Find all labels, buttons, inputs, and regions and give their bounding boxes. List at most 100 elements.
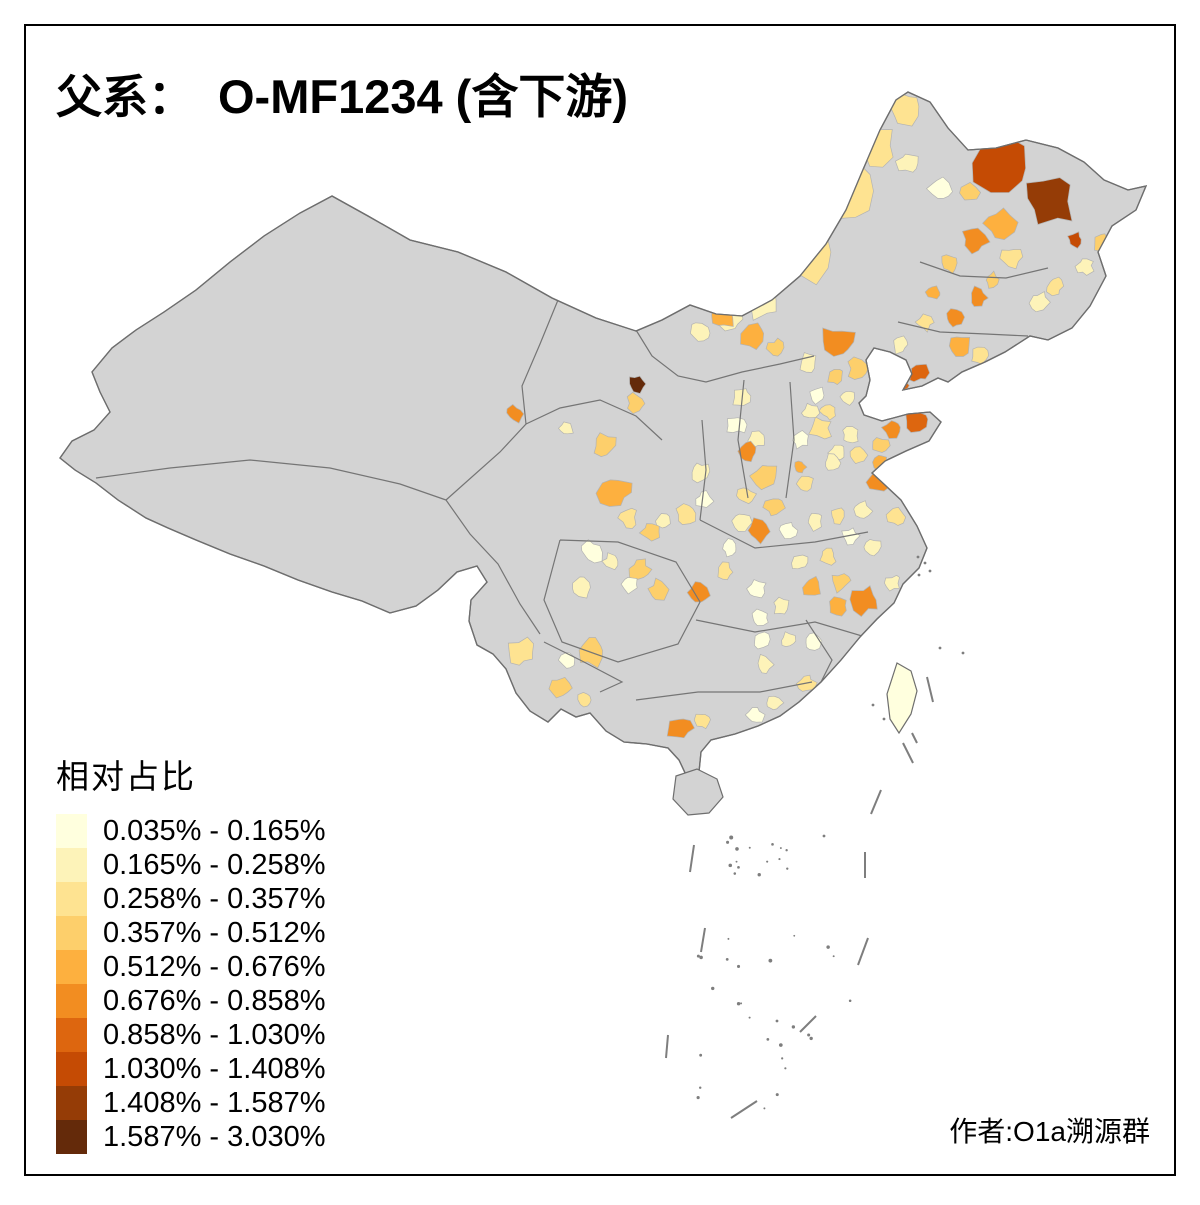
island-dot <box>779 847 782 850</box>
map-patch <box>822 327 856 357</box>
island-dot <box>711 986 715 991</box>
legend-title: 相对占比 <box>56 760 196 796</box>
taiwan-island <box>886 662 918 735</box>
map-patch <box>1074 258 1095 276</box>
map-patch <box>548 676 573 699</box>
map-patch <box>737 440 757 463</box>
island-dot <box>775 1019 779 1023</box>
map-patch <box>894 153 919 173</box>
island-dot <box>778 1043 783 1047</box>
island-dot <box>696 954 700 958</box>
island-dot <box>917 573 921 577</box>
island-dot <box>778 858 781 861</box>
map-patch <box>941 254 958 275</box>
map-patch <box>781 631 797 647</box>
island-dot <box>961 651 965 655</box>
map-patch <box>581 539 603 564</box>
legend-item: 1.408% - 1.587% <box>56 1086 325 1120</box>
map-patch <box>751 608 769 626</box>
map-patch <box>819 547 837 566</box>
island-dot <box>807 1033 811 1037</box>
map-patch <box>507 636 534 666</box>
map-patch <box>717 561 734 581</box>
map-patch <box>791 554 809 570</box>
map-patch <box>831 573 852 594</box>
legend-label: 0.858% - 1.030% <box>103 1019 326 1051</box>
map-patch <box>690 322 711 342</box>
legend-swatch <box>56 848 87 882</box>
island-dot <box>826 945 830 949</box>
island-dot <box>916 555 920 559</box>
legend-label: 0.676% - 0.858% <box>103 985 326 1017</box>
map-patch <box>924 285 941 300</box>
map-patch <box>740 322 765 350</box>
legend-label: 0.035% - 0.165% <box>103 815 326 847</box>
map-patch <box>849 585 878 617</box>
map-patch <box>557 652 576 669</box>
map-patch <box>1115 246 1136 263</box>
island-dot <box>928 569 932 573</box>
island-dash <box>870 789 882 815</box>
island-dot <box>733 872 737 875</box>
island-dot <box>757 873 761 877</box>
island-dash <box>911 732 918 744</box>
map-patch <box>593 432 617 457</box>
island-dash <box>902 742 914 764</box>
map-patch <box>572 576 591 599</box>
island-dot <box>729 835 734 840</box>
island-dash <box>700 927 706 953</box>
map-patch <box>601 552 619 571</box>
map-patch <box>863 539 882 557</box>
island-dot <box>737 865 740 869</box>
island-dot <box>735 860 738 863</box>
map-patch <box>1067 231 1082 249</box>
island-dot <box>735 847 739 851</box>
island-dot <box>785 849 788 852</box>
map-patch <box>880 420 901 439</box>
map-patch <box>558 421 574 435</box>
legend-swatch <box>56 1120 87 1154</box>
map-patch <box>726 417 748 434</box>
map-patch <box>773 596 790 615</box>
map-patch <box>778 522 799 540</box>
map-patch <box>746 579 767 599</box>
map-patch <box>1028 291 1051 313</box>
map-patch <box>948 336 971 357</box>
map-patch <box>839 676 852 688</box>
map-patch <box>629 375 647 394</box>
map-patch <box>829 596 847 617</box>
legend-item: 0.165% - 0.258% <box>56 848 325 882</box>
legend-label: 0.165% - 0.258% <box>103 849 326 881</box>
title-prefix: 父系： <box>56 72 194 123</box>
island-dot <box>768 958 773 963</box>
map-patch <box>799 352 817 373</box>
map-patch <box>638 523 660 542</box>
title-main: O-MF1234 (含下游) <box>218 70 628 123</box>
map-patch <box>872 437 891 453</box>
map-patch <box>800 402 821 419</box>
map-patch <box>925 176 953 199</box>
map-patch <box>982 207 1019 240</box>
island-dot <box>740 1002 743 1005</box>
legend-item: 0.357% - 0.512% <box>56 916 325 950</box>
map-patch <box>762 498 786 517</box>
map-patch <box>595 479 633 507</box>
map-patch <box>757 653 775 674</box>
map-patch <box>847 356 870 380</box>
map-patch <box>617 507 637 529</box>
legend-label: 0.258% - 0.357% <box>103 883 326 915</box>
map-patch <box>842 426 859 444</box>
island-dot <box>763 1107 766 1110</box>
south-china-sea-islands <box>665 555 965 1119</box>
map-patch <box>754 631 771 650</box>
map-patch <box>722 538 737 558</box>
legend: 相对占比 0.035% - 0.165% 0.165% - 0.258% 0.258… <box>56 750 325 1154</box>
island-dot <box>726 840 730 844</box>
map-patch <box>884 574 900 592</box>
map-patch <box>628 558 653 581</box>
hainan-island <box>672 768 724 816</box>
map-patch <box>985 270 1000 289</box>
map-patch <box>885 506 907 526</box>
